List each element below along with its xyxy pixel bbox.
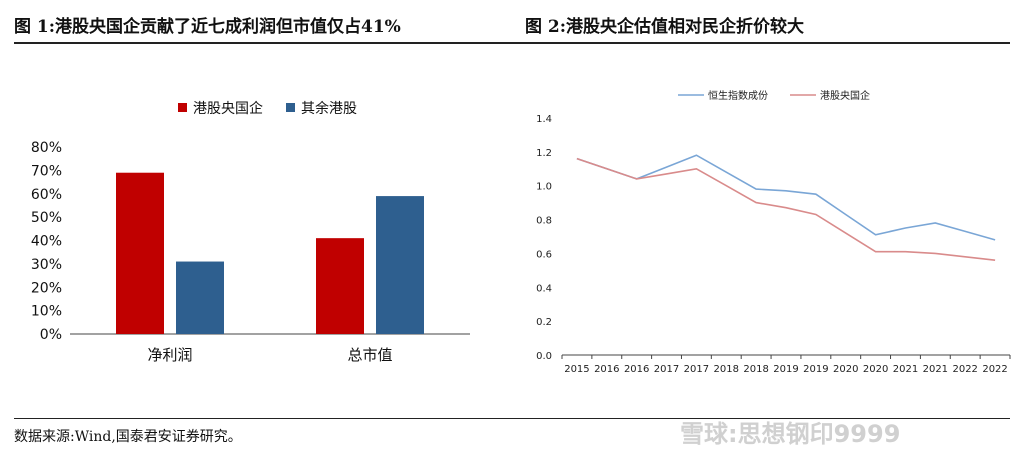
y-tick-label: 1.0 xyxy=(536,182,552,193)
x-tick-label: 2021 xyxy=(923,364,948,375)
y-tick-label: 0.8 xyxy=(536,216,552,227)
source-note: 数据来源:Wind,国泰君安证券研究。 xyxy=(14,429,242,445)
bar xyxy=(316,238,364,334)
x-tick-label: 2017 xyxy=(684,364,709,375)
legend-swatch xyxy=(286,103,295,112)
y-tick-label: 0.4 xyxy=(536,283,552,294)
x-tick-label: 2020 xyxy=(833,364,858,375)
y-tick-label: 0.6 xyxy=(536,249,552,260)
legend-label: 其余港股 xyxy=(301,100,357,117)
x-tick-label: 2015 xyxy=(564,364,589,375)
y-tick-label: 50% xyxy=(31,210,62,226)
x-tick-label: 2016 xyxy=(594,364,619,375)
bar xyxy=(176,261,224,334)
series-line xyxy=(576,157,996,261)
y-tick-label: 80% xyxy=(31,140,62,156)
y-tick-label: 40% xyxy=(31,234,62,250)
x-tick-label: 2016 xyxy=(624,364,649,375)
legend-label: 港股央国企 xyxy=(193,100,263,117)
x-tick-label: 2022 xyxy=(952,364,977,375)
y-tick-label: 1.4 xyxy=(536,114,552,125)
x-tick-label: 2017 xyxy=(654,364,679,375)
x-category-label: 净利润 xyxy=(147,346,192,364)
x-tick-label: 2020 xyxy=(863,364,888,375)
y-tick-label: 70% xyxy=(31,163,62,179)
y-tick-label: 10% xyxy=(31,304,62,320)
x-tick-label: 2019 xyxy=(773,364,798,375)
legend-label: 港股央国企 xyxy=(820,89,870,102)
x-category-label: 总市值 xyxy=(347,346,392,364)
y-tick-label: 0.0 xyxy=(536,351,552,362)
bar xyxy=(116,172,164,334)
watermark: 雪球:思想钢印9999 xyxy=(680,420,901,448)
series-line xyxy=(576,154,996,241)
x-tick-label: 2018 xyxy=(714,364,739,375)
y-tick-label: 20% xyxy=(31,280,62,296)
figure2-title: 图 2:港股央企估值相对民企折价较大 xyxy=(525,17,805,37)
legend-swatch xyxy=(178,103,187,112)
y-tick-label: 60% xyxy=(31,187,62,203)
y-tick-label: 1.2 xyxy=(536,148,552,159)
figure1-title: 图 1:港股央国企贡献了近七成利润但市值仅占41% xyxy=(14,17,401,37)
legend-label: 恒生指数成份 xyxy=(708,89,768,102)
y-tick-label: 0% xyxy=(40,327,62,343)
x-tick-label: 2019 xyxy=(803,364,828,375)
x-tick-label: 2018 xyxy=(743,364,768,375)
x-tick-label: 2021 xyxy=(893,364,918,375)
bar xyxy=(376,196,424,334)
top-rule xyxy=(14,42,1010,44)
bottom-rule xyxy=(14,418,1010,419)
x-tick-label: 2022 xyxy=(982,364,1007,375)
y-tick-label: 0.2 xyxy=(536,317,552,328)
y-tick-label: 30% xyxy=(31,257,62,273)
